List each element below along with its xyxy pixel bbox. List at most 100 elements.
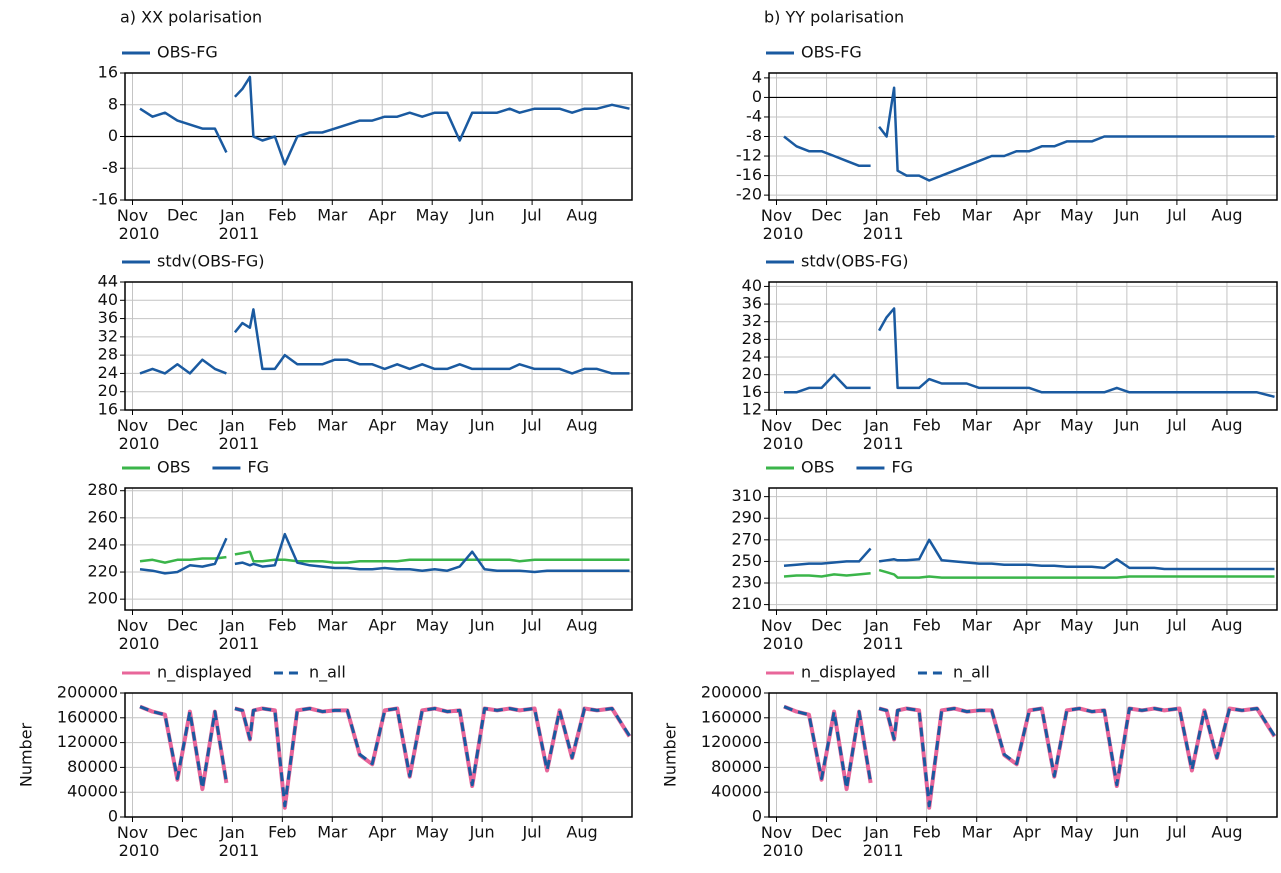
y-tick-label: -8 [746, 126, 762, 145]
x-tick-label: Jun [1113, 416, 1139, 435]
x-tick-label: Aug [566, 206, 597, 225]
x-tick-label-line: 2010 [114, 841, 160, 860]
x-tick-label: May [1060, 206, 1093, 225]
x-tick-label-line: 2010 [758, 224, 804, 243]
x-tick-label: Nov 2010 [114, 823, 160, 860]
y-tick-label: 230 [731, 573, 762, 592]
x-tick-label-line: Jan [219, 823, 245, 842]
y-tick-label: 160000 [57, 707, 118, 726]
x-tick-label: Dec [811, 416, 842, 435]
x-tick-label-line: Nov [117, 616, 148, 635]
x-tick-label: Aug [1211, 823, 1242, 842]
plot-frame [768, 692, 1278, 818]
x-tick-label: Dec [811, 823, 842, 842]
y-tick-label: 210 [731, 594, 762, 613]
x-tick-label-line: 2011 [858, 224, 904, 243]
x-tick-label: Aug [1211, 206, 1242, 225]
x-tick-label-line: 2010 [758, 841, 804, 860]
x-tick-label: May [416, 416, 449, 435]
y-tick-label: 16 [742, 382, 762, 401]
series-line [139, 75, 630, 166]
x-tick-label: Jul [1166, 616, 1186, 635]
x-tick-label: Feb [912, 206, 940, 225]
x-tick-label: Nov 2010 [758, 416, 804, 453]
x-tick-label-line: Nov [117, 206, 148, 225]
x-tick-label: Apr [1013, 416, 1041, 435]
x-tick-label-line: 2010 [114, 634, 160, 653]
x-tick-label: Jun [469, 823, 495, 842]
x-tick-label: Mar [317, 616, 348, 635]
x-tick-label: Dec [811, 206, 842, 225]
y-axis-label: Number [661, 722, 680, 787]
x-tick-label: May [1060, 616, 1093, 635]
x-tick-label: Mar [962, 616, 993, 635]
x-tick-label: Feb [912, 823, 940, 842]
x-tick-label: Feb [268, 416, 296, 435]
x-tick-label-line: 2010 [758, 634, 804, 653]
plot-frame [124, 487, 633, 611]
x-tick-label: Nov 2010 [758, 616, 804, 653]
y-tick-label: 32 [98, 326, 118, 345]
x-tick-label: Jun [1113, 616, 1139, 635]
legend-label: OBS [157, 458, 190, 477]
x-tick-label-line: 2011 [858, 434, 904, 453]
y-tick-label: 16 [98, 400, 118, 419]
x-tick-label-line: 2011 [858, 841, 904, 860]
x-tick-label: Feb [912, 616, 940, 635]
x-tick-label: Jul [1166, 416, 1186, 435]
x-tick-label-line: Jan [219, 616, 245, 635]
x-tick-label: May [416, 823, 449, 842]
legend-label: OBS [801, 458, 834, 477]
x-tick-label: Aug [1211, 616, 1242, 635]
x-tick-label: Mar [962, 416, 993, 435]
series-line [784, 307, 1275, 399]
x-tick-label: Apr [1013, 823, 1041, 842]
y-tick-label: 12 [742, 400, 762, 419]
y-tick-label: 80000 [711, 757, 762, 776]
series-line [783, 568, 1275, 579]
x-tick-label: Jan 2011 [858, 823, 904, 860]
x-tick-label: Feb [268, 616, 296, 635]
y-tick-label: 270 [731, 529, 762, 548]
series-line [783, 538, 1275, 571]
y-tick-label: 40 [742, 276, 762, 295]
x-tick-label-line: Jan [863, 416, 889, 435]
y-tick-label: 200 [87, 589, 118, 608]
y-tick-label: -12 [736, 146, 762, 165]
plot-frame [124, 281, 633, 411]
legend-label: n_all [309, 663, 346, 683]
plot-frame [124, 72, 633, 201]
y-tick-label: 24 [98, 363, 118, 382]
x-tick-label: Jan 2011 [858, 416, 904, 453]
x-tick-label: Apr [368, 823, 396, 842]
y-tick-label: 40000 [67, 782, 118, 801]
y-tick-label: 40000 [711, 782, 762, 801]
x-tick-label: Mar [962, 823, 993, 842]
x-tick-label: Nov 2010 [114, 616, 160, 653]
x-tick-label-line: 2010 [758, 434, 804, 453]
x-tick-label-line: 2011 [213, 634, 259, 653]
y-tick-label: 80000 [67, 757, 118, 776]
y-tick-label: 200000 [701, 683, 762, 702]
x-tick-label: Jun [1113, 206, 1139, 225]
x-tick-label: Apr [1013, 206, 1041, 225]
plot-frame [768, 281, 1278, 411]
x-tick-label-line: Nov [761, 206, 792, 225]
x-tick-label: Aug [1211, 416, 1242, 435]
x-tick-label: Jun [1113, 823, 1139, 842]
legend-label: FG [891, 458, 913, 477]
y-tick-label: 32 [742, 311, 762, 330]
y-tick-label: 260 [87, 507, 118, 526]
y-tick-label: -16 [92, 190, 118, 209]
x-tick-label: Mar [962, 206, 993, 225]
x-tick-label: Jul [521, 416, 541, 435]
y-tick-label: 24 [742, 347, 762, 366]
y-tick-label: 120000 [57, 732, 118, 751]
series-line [783, 86, 1275, 182]
x-tick-label: Jan 2011 [858, 616, 904, 653]
x-tick-label-line: Jan [863, 823, 889, 842]
x-tick-label-line: Jan [219, 416, 245, 435]
legend-label: n_all [953, 663, 990, 683]
y-tick-label: 4 [752, 67, 762, 86]
x-tick-label-line: Nov [761, 416, 792, 435]
